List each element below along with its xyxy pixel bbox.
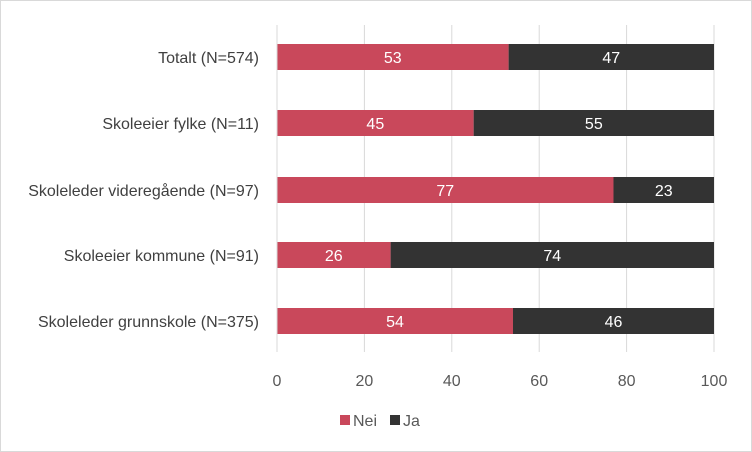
category-label: Skoleleder videregående (N=97) xyxy=(28,182,259,200)
bar-nei xyxy=(277,308,513,334)
data-label: 55 xyxy=(585,116,603,133)
legend-label-nei: Nei xyxy=(353,413,377,430)
x-tick-label: 100 xyxy=(701,373,728,390)
legend-swatch-nei xyxy=(340,415,350,425)
bar-ja xyxy=(512,308,714,334)
legend-swatch-ja xyxy=(390,415,400,425)
legend-label-ja: Ja xyxy=(403,413,420,430)
data-label: 74 xyxy=(543,248,561,265)
data-label: 77 xyxy=(436,183,454,200)
category-label: Skoleleder grunnskole (N=375) xyxy=(38,314,259,331)
data-label: 54 xyxy=(386,314,404,331)
axes: 0 20 40 60 80 100 Totalt (N=574) Skoleeier fylk… xyxy=(28,25,727,390)
bar-nei xyxy=(277,177,614,203)
category-label: Skoleeier fylke (N=11) xyxy=(102,116,259,133)
data-label: 23 xyxy=(655,183,673,200)
category-label: Skoleeier kommune (N=91) xyxy=(64,248,259,265)
x-tick-label: 0 xyxy=(273,373,282,390)
data-label: 26 xyxy=(325,248,343,265)
data-label: 53 xyxy=(384,50,402,67)
bar-nei xyxy=(277,110,474,136)
bar-nei xyxy=(277,44,509,70)
data-label: 46 xyxy=(605,314,623,331)
category-label: Totalt (N=574) xyxy=(158,50,259,67)
bar-ja xyxy=(473,110,714,136)
x-tick-label: 80 xyxy=(618,373,636,390)
x-tick-label: 20 xyxy=(356,373,374,390)
bar-nei xyxy=(277,242,391,268)
bar-ja xyxy=(508,44,714,70)
x-tick-label: 60 xyxy=(530,373,548,390)
bars: 53 47 45 55 77 23 26 74 54 46 xyxy=(277,44,714,334)
bar-ja xyxy=(390,242,714,268)
data-label: 45 xyxy=(366,116,384,133)
legend: Nei Ja xyxy=(340,413,420,430)
x-tick-label: 40 xyxy=(443,373,461,390)
bar-ja xyxy=(613,177,714,203)
data-label: 47 xyxy=(602,50,620,67)
